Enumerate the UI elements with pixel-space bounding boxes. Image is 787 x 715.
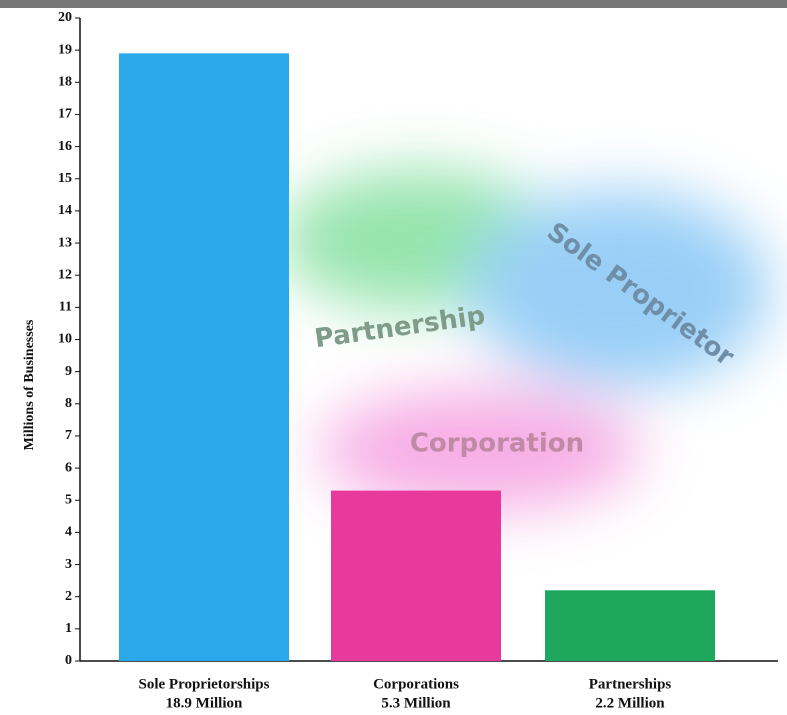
y-tick-label: 9 <box>65 364 72 379</box>
y-axis-label: Millions of Businesses <box>22 319 37 450</box>
x-tick-label: Corporations <box>373 676 459 692</box>
top-border <box>0 0 787 8</box>
value-label: 5.3 Million <box>381 695 451 711</box>
y-tick-label: 7 <box>65 428 72 443</box>
bar <box>331 490 501 661</box>
y-tick-label: 5 <box>65 492 72 507</box>
y-tick-label: 18 <box>58 75 72 90</box>
y-tick-label: 12 <box>58 267 72 282</box>
y-tick-label: 4 <box>65 525 72 540</box>
y-tick-label: 1 <box>65 621 72 636</box>
y-tick-label: 14 <box>58 203 72 218</box>
y-tick-label: 8 <box>65 396 72 411</box>
y-tick-label: 10 <box>58 332 72 347</box>
y-tick-label: 6 <box>65 460 72 475</box>
annotation: Corporation <box>410 429 584 459</box>
x-tick-label: Sole Proprietorships <box>139 676 270 692</box>
y-tick-label: 15 <box>58 171 72 186</box>
y-tick-label: 17 <box>58 107 72 122</box>
y-tick-label: 16 <box>58 139 72 154</box>
y-tick-label: 19 <box>58 42 72 57</box>
bar <box>119 53 289 662</box>
x-tick-label: Partnerships <box>589 676 672 692</box>
y-tick-label: 20 <box>58 10 72 25</box>
bar <box>545 590 715 661</box>
y-tick-label: 0 <box>65 653 72 668</box>
y-tick-label: 3 <box>65 557 72 572</box>
y-tick-label: 11 <box>59 300 72 315</box>
background-clouds <box>280 170 770 510</box>
value-label: 18.9 Million <box>166 695 243 711</box>
value-label: 2.2 Million <box>595 695 665 711</box>
y-tick-label: 2 <box>65 589 72 604</box>
y-tick-label: 13 <box>58 235 72 250</box>
